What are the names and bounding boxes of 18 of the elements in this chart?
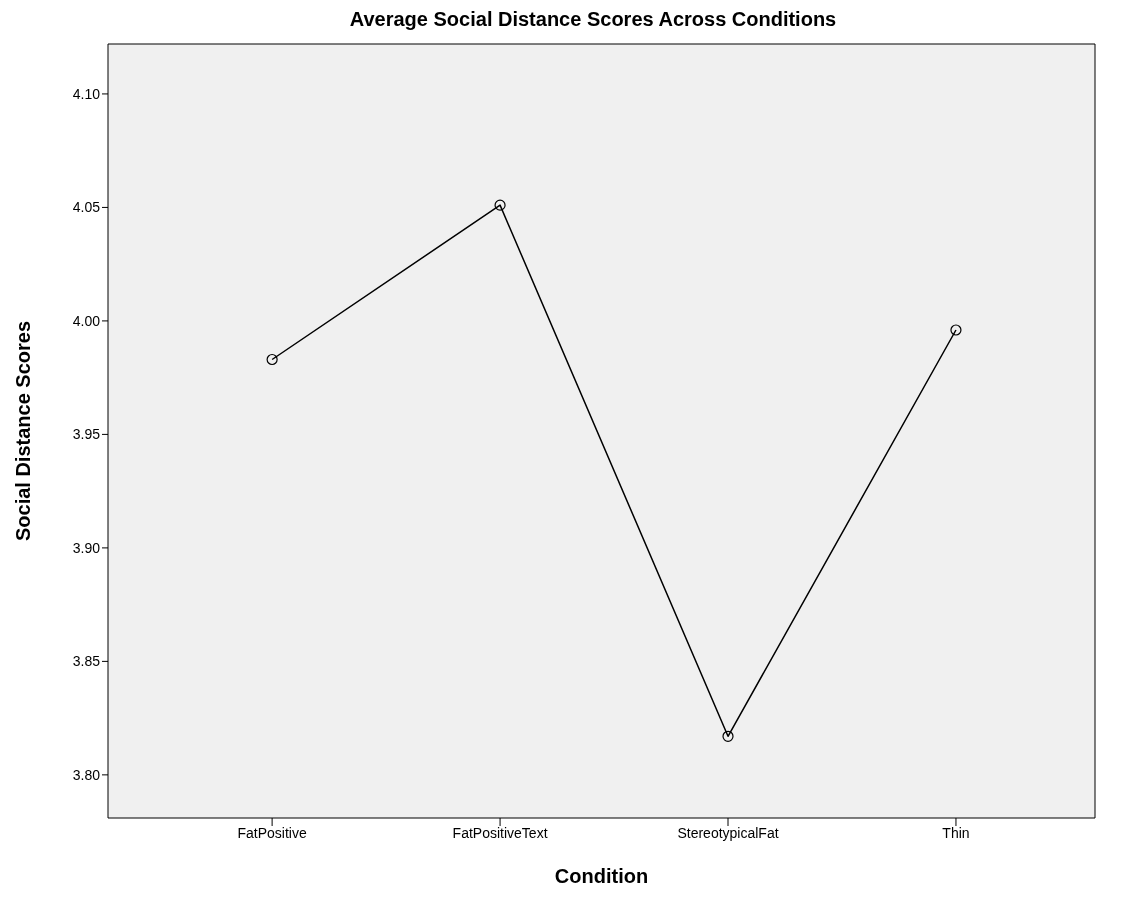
point (266, 353, 278, 366)
point (950, 324, 962, 336)
point (494, 199, 506, 211)
x-tick-label: StereotypicalFat (677, 824, 779, 841)
y-tick-label: 3.95 (72, 426, 101, 443)
y-tick-label: 3.90 (72, 539, 101, 556)
x-axis-title: Condition (554, 865, 649, 887)
x-tick-label: FatPositive (237, 824, 307, 841)
y-tick-label: 3.85 (72, 653, 101, 670)
chart-title: Average Social Distance Scores Across Conditions (348, 8, 838, 32)
point (722, 730, 734, 742)
y-axis-title: Social Distance Scores (12, 320, 35, 542)
y-tick-label: 4.00 (72, 312, 101, 329)
y-tick-label: 4.05 (72, 199, 101, 216)
x-tick-label: Thin (942, 824, 970, 841)
y-tick-label: 3.80 (72, 766, 101, 783)
x-tick-label: FatPositiveText (452, 824, 548, 841)
y-tick-label: 4.10 (72, 85, 101, 102)
